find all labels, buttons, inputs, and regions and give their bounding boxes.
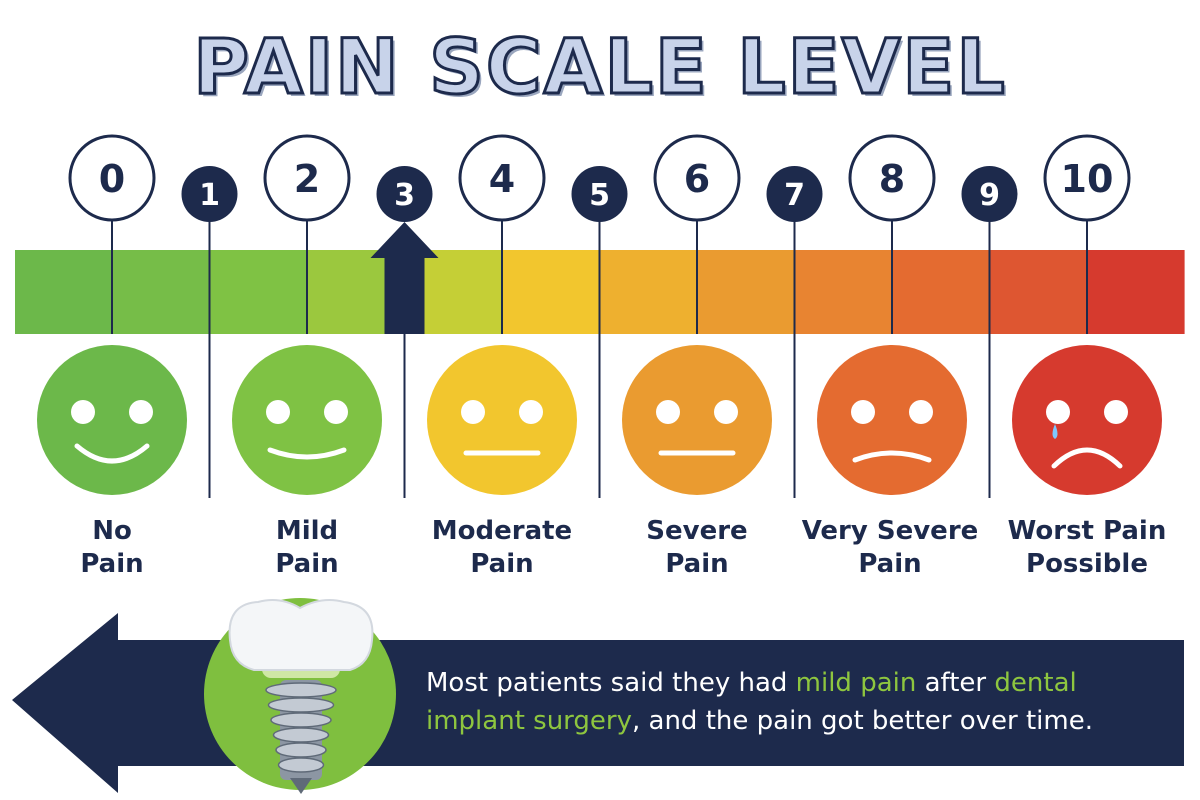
implant-thread [265, 682, 337, 698]
banner-text-part-2: after [916, 668, 995, 698]
level-label: 5 [589, 178, 610, 213]
face-label-mild-pain: Mild Pain [275, 516, 339, 579]
banner-text-part-1: Most patients said they had [426, 668, 796, 698]
face-eye [714, 400, 738, 424]
bar-segment [502, 250, 601, 334]
face-label-worst-pain: Worst Pain Possible [1007, 516, 1167, 579]
bar-segment [599, 250, 698, 334]
face-label-very-severe-pain: Very Severe Pain [801, 516, 979, 579]
implant-thread [272, 727, 330, 743]
face-eye [461, 400, 485, 424]
face-label-moderate-pain: Moderate Pain [431, 516, 573, 579]
face-label-severe-pain: Severe Pain [646, 516, 748, 579]
banner-text-part-3: , and the pain got better over time. [631, 706, 1093, 736]
face-eye [266, 400, 290, 424]
level-circle [376, 166, 433, 222]
level-label: 4 [489, 157, 515, 201]
face-circle [427, 345, 577, 495]
page-title: PAIN SCALE LEVEL [192, 21, 1007, 113]
face-label-no-pain: No Pain [80, 516, 144, 579]
level-circle [263, 134, 351, 222]
face-circle [622, 345, 772, 495]
up-arrow-icon [370, 222, 439, 334]
level-label: 8 [879, 157, 905, 201]
face-circle [1012, 345, 1162, 495]
banner-highlight-dental-implant: dental implant surgery [426, 668, 1077, 736]
bar-segment [112, 250, 211, 334]
face-mouth [1051, 447, 1123, 469]
face-eye [851, 400, 875, 424]
face-icon [1012, 345, 1162, 495]
bar-segment [1086, 250, 1185, 334]
level-circle [848, 134, 936, 222]
dental-implant-icon [204, 598, 396, 794]
face-circle [232, 345, 382, 495]
bar-segment [696, 250, 795, 334]
level-label: 7 [784, 178, 805, 213]
face-eye [656, 400, 680, 424]
face-circle [817, 345, 967, 495]
level-circle [961, 166, 1018, 222]
face-eye [324, 400, 348, 424]
level-circle [181, 166, 238, 222]
face-eye [71, 400, 95, 424]
bar-segment [209, 250, 308, 334]
level-label: 3 [394, 178, 415, 213]
bar-segment [15, 250, 114, 334]
level-label: 10 [1061, 157, 1114, 201]
level-label: 2 [294, 157, 320, 201]
level-circle [653, 134, 741, 222]
bar-segment [891, 250, 990, 334]
face-eye [909, 400, 933, 424]
pain-color-bar [15, 250, 1185, 334]
summary-banner [12, 598, 1184, 794]
implant-thread [277, 757, 325, 773]
bar-segment [989, 250, 1088, 334]
face-icon [37, 345, 187, 495]
scale-ticks: 0 1 2 3 4 5 6 7 8 9 10 [68, 134, 1131, 498]
face-eye [129, 400, 153, 424]
bar-segment [794, 250, 893, 334]
implant-crown [228, 599, 374, 671]
level-label: 9 [979, 178, 1000, 213]
implant-thread [275, 742, 327, 758]
face-icon [817, 345, 967, 495]
face-icon [232, 345, 382, 495]
face-icon [622, 345, 772, 495]
level-label: 6 [684, 157, 710, 201]
faces-row [37, 345, 1162, 495]
face-eye [1104, 400, 1128, 424]
level-circle [458, 134, 546, 222]
level-circle [571, 166, 628, 222]
face-icon [427, 345, 577, 495]
current-level-marker [370, 222, 439, 334]
implant-thread [267, 697, 335, 713]
level-circle [1043, 134, 1131, 222]
level-label: 0 [99, 157, 125, 201]
face-mouth [852, 450, 932, 463]
face-mouth [267, 447, 347, 460]
face-mouth [74, 443, 150, 464]
level-label: 1 [199, 178, 220, 213]
banner-highlight-mild-pain: mild pain [795, 668, 917, 698]
face-eye [519, 400, 543, 424]
implant-tip [290, 778, 312, 794]
tear-icon [1052, 424, 1058, 439]
face-circle [37, 345, 187, 495]
implant-thread [270, 712, 332, 728]
banner-text: Most patients said they had mild pain af… [426, 664, 1176, 740]
level-circle [766, 166, 823, 222]
face-eye [1046, 400, 1070, 424]
level-circle [68, 134, 156, 222]
